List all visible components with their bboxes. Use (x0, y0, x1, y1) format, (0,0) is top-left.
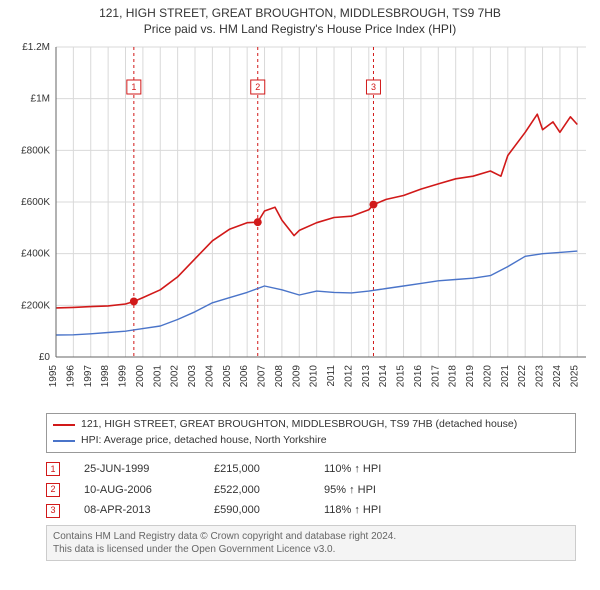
sale-badge: 3 (46, 504, 60, 518)
sale-pct: 110% ↑ HPI (324, 459, 464, 480)
svg-text:£800K: £800K (21, 146, 50, 157)
svg-text:2010: 2010 (309, 365, 320, 388)
svg-text:2002: 2002 (170, 365, 181, 388)
sale-badge: 1 (46, 462, 60, 476)
legend-item: 121, HIGH STREET, GREAT BROUGHTON, MIDDL… (53, 417, 569, 433)
svg-text:2008: 2008 (274, 365, 285, 388)
sale-badge-num: 2 (50, 481, 55, 498)
sale-price: £522,000 (214, 480, 324, 501)
legend-swatch (53, 424, 75, 426)
svg-text:£1.2M: £1.2M (22, 42, 50, 53)
sales-table: 1 25-JUN-1999 £215,000 110% ↑ HPI 2 10-A… (46, 459, 576, 522)
svg-text:2017: 2017 (430, 365, 441, 388)
svg-text:2012: 2012 (343, 365, 354, 388)
svg-text:2022: 2022 (517, 365, 528, 388)
svg-text:2: 2 (255, 82, 260, 92)
svg-text:1998: 1998 (100, 365, 111, 388)
sale-price: £215,000 (214, 459, 324, 480)
svg-text:£1M: £1M (31, 94, 50, 105)
title-address: 121, HIGH STREET, GREAT BROUGHTON, MIDDL… (10, 6, 590, 22)
attribution-line: This data is licensed under the Open Gov… (53, 543, 569, 556)
svg-text:1997: 1997 (83, 365, 94, 388)
svg-text:2013: 2013 (361, 365, 372, 388)
legend: 121, HIGH STREET, GREAT BROUGHTON, MIDDL… (46, 413, 576, 453)
table-row: 2 10-AUG-2006 £522,000 95% ↑ HPI (46, 480, 576, 501)
svg-text:£0: £0 (39, 352, 51, 363)
line-chart-svg: £0 £200K £400K £600K £800K £1M £1.2M 1995 1996 19… (10, 39, 590, 409)
svg-text:1996: 1996 (65, 365, 76, 388)
sale-badge-num: 1 (50, 461, 55, 478)
svg-text:2011: 2011 (326, 365, 337, 387)
sale-date: 10-AUG-2006 (84, 480, 214, 501)
sale-badge: 2 (46, 483, 60, 497)
sale-date: 25-JUN-1999 (84, 459, 214, 480)
sale-price: £590,000 (214, 500, 324, 521)
legend-label: HPI: Average price, detached house, Nort… (81, 433, 327, 449)
legend-swatch (53, 440, 75, 442)
sale-date: 08-APR-2013 (84, 500, 214, 521)
svg-text:2020: 2020 (482, 365, 493, 388)
title-subtitle: Price paid vs. HM Land Registry's House … (10, 22, 590, 38)
svg-text:2018: 2018 (448, 365, 459, 388)
svg-text:2023: 2023 (535, 365, 546, 388)
svg-text:3: 3 (371, 82, 376, 92)
svg-text:2004: 2004 (204, 365, 215, 388)
svg-text:2005: 2005 (222, 365, 233, 388)
svg-text:2006: 2006 (239, 365, 250, 388)
svg-text:2003: 2003 (187, 365, 198, 388)
svg-text:1995: 1995 (48, 365, 59, 388)
svg-text:2015: 2015 (396, 365, 407, 388)
table-row: 3 08-APR-2013 £590,000 118% ↑ HPI (46, 500, 576, 521)
svg-text:2019: 2019 (465, 365, 476, 388)
svg-text:2007: 2007 (257, 365, 268, 388)
svg-text:£200K: £200K (21, 301, 50, 312)
svg-text:2025: 2025 (569, 365, 580, 388)
svg-text:2021: 2021 (500, 365, 511, 388)
svg-text:1: 1 (131, 82, 136, 92)
title-block: 121, HIGH STREET, GREAT BROUGHTON, MIDDL… (0, 0, 600, 39)
svg-text:2024: 2024 (552, 365, 563, 388)
svg-text:1999: 1999 (118, 365, 129, 388)
sale-badge-num: 3 (50, 502, 55, 519)
attribution-line: Contains HM Land Registry data © Crown c… (53, 530, 569, 543)
sale-pct: 95% ↑ HPI (324, 480, 464, 501)
svg-text:2001: 2001 (152, 365, 163, 388)
legend-label: 121, HIGH STREET, GREAT BROUGHTON, MIDDL… (81, 417, 517, 433)
svg-text:£400K: £400K (21, 249, 50, 260)
svg-text:2009: 2009 (291, 365, 302, 388)
attribution-box: Contains HM Land Registry data © Crown c… (46, 525, 576, 561)
svg-text:£600K: £600K (21, 197, 50, 208)
legend-item: HPI: Average price, detached house, Nort… (53, 433, 569, 449)
sale-pct: 118% ↑ HPI (324, 500, 464, 521)
chart-area: £0 £200K £400K £600K £800K £1M £1.2M 1995 1996 19… (10, 39, 590, 409)
svg-text:2000: 2000 (135, 365, 146, 388)
table-row: 1 25-JUN-1999 £215,000 110% ↑ HPI (46, 459, 576, 480)
svg-text:2014: 2014 (378, 365, 389, 388)
chart-container: 121, HIGH STREET, GREAT BROUGHTON, MIDDL… (0, 0, 600, 590)
svg-text:2016: 2016 (413, 365, 424, 388)
